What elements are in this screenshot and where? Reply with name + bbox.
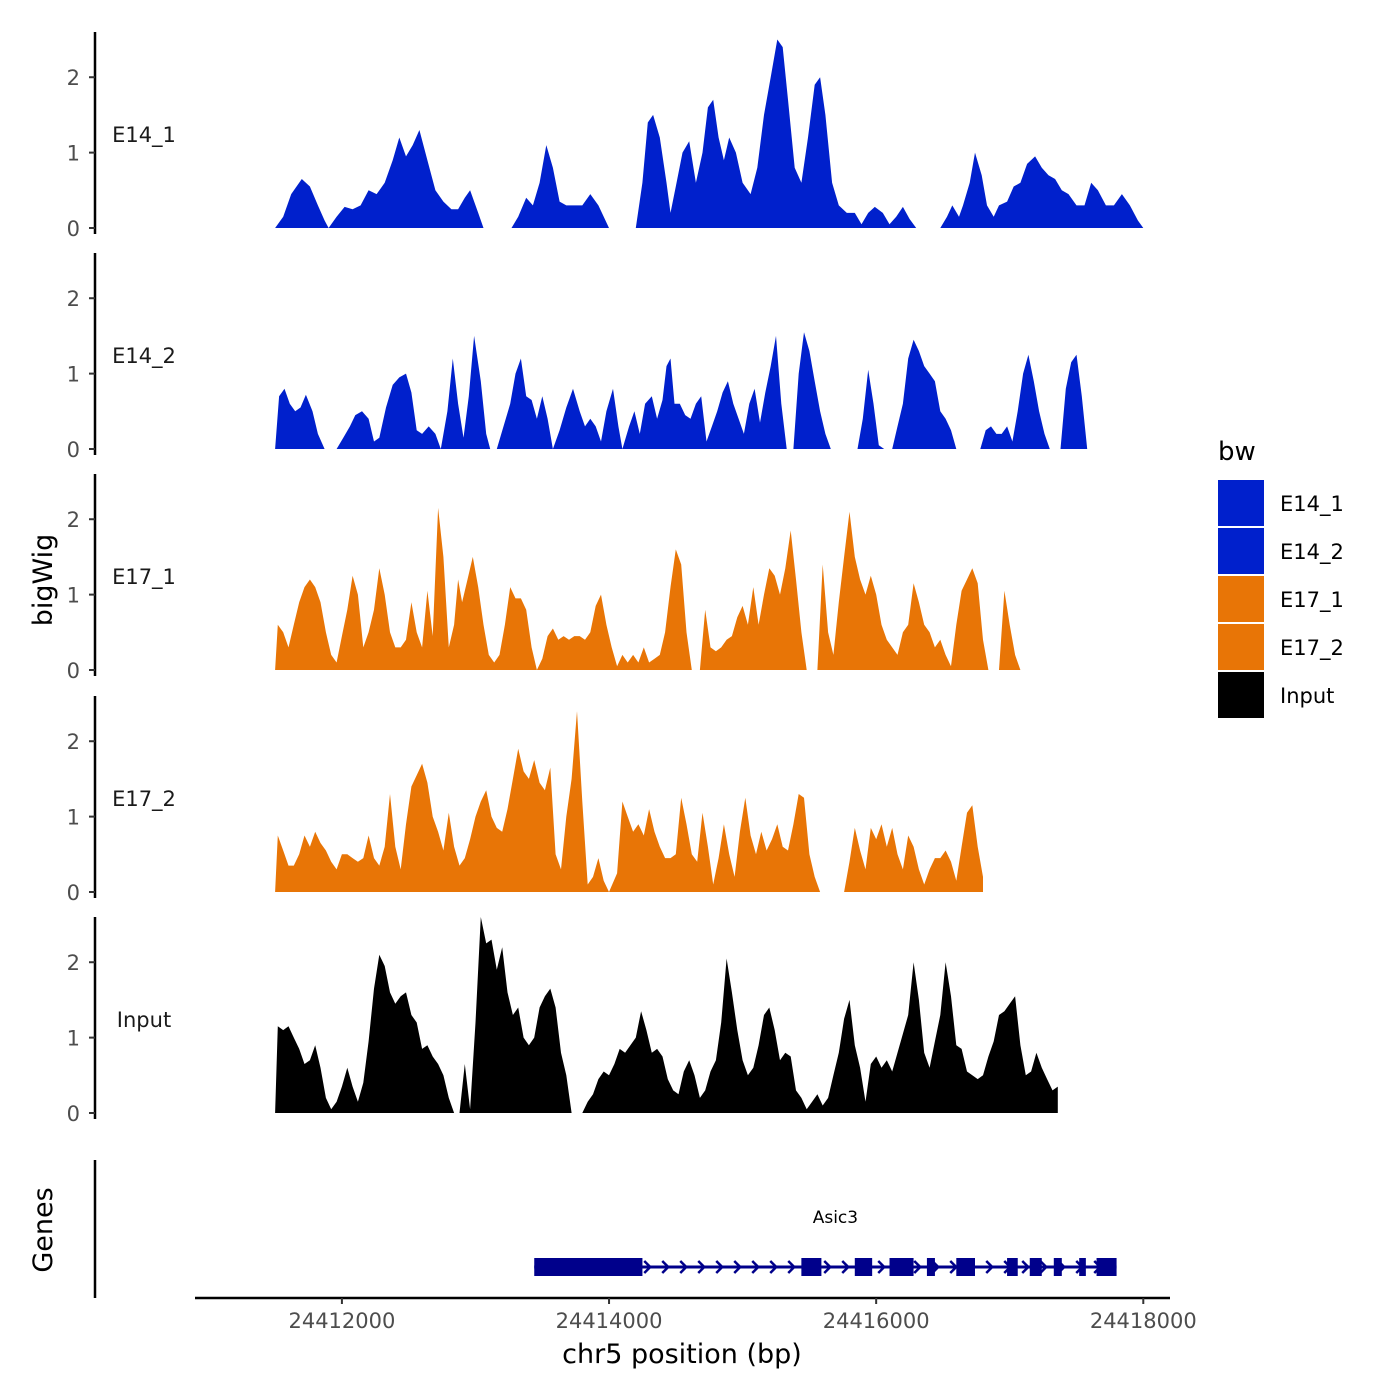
track-E14_2: 0 1 2 E14_2 [67,253,1088,462]
legend-label: Input [1280,684,1334,708]
legend-swatch [1218,576,1264,622]
exon [854,1258,873,1276]
x-axis: 24412000 24414000 24416000 24418000 [195,1296,1197,1333]
strand-arrow [841,1260,851,1274]
strand-arrow [877,1260,887,1274]
strand-arrow [949,1260,959,1274]
strand-arrow [823,1260,833,1274]
track-label: Input [117,1008,171,1032]
legend-label: E14_2 [1280,540,1344,565]
legend: E14_1 E14_2 E17_1 E17_2 Input [1218,480,1344,718]
exon [1096,1258,1117,1276]
strand-arrow [661,1260,671,1274]
strand-arrow [751,1260,761,1274]
track-E17_1: 0 1 2 E17_1 [67,474,1021,683]
strand-arrow [1021,1260,1031,1274]
exon [534,1258,643,1276]
y-tick-label: 1 [67,363,80,387]
strand-arrow [697,1260,707,1274]
legend-item-E14_2: E14_2 [1218,528,1344,574]
coverage-area-E17_1 [275,507,1021,670]
x-tick-label: 24416000 [823,1309,930,1333]
track-label: E14_2 [112,344,176,369]
legend-title: bw [1218,437,1256,467]
x-tick-label: 24412000 [288,1309,395,1333]
y-tick-label: 1 [67,584,80,608]
legend-swatch [1218,480,1264,526]
exon [1007,1258,1018,1276]
exon [926,1258,935,1276]
x-tick-label: 24414000 [556,1309,663,1333]
y-tick-label: 0 [67,1102,80,1126]
legend-item-E14_1: E14_1 [1218,480,1344,526]
strand-arrow [733,1260,743,1274]
y-tick-label: 2 [67,730,80,754]
y-tick-label: 0 [67,217,80,241]
coverage-area-E14_1 [275,39,1144,228]
track-label: E17_1 [112,565,176,590]
y-tick-label: 2 [67,66,80,90]
strand-arrow [715,1260,725,1274]
tracks-layer: 0 1 2 E14_1 0 1 2 E14_2 0 1 2 E17_1 0 1 2 E17_2 0 1 2 Input [67,32,1144,1126]
exon [1029,1258,1042,1276]
strand-arrow [913,1260,923,1274]
coverage-area-E17_2 [275,711,984,892]
gene-label: Asic3 [813,1208,858,1228]
strand-arrow [769,1260,779,1274]
legend-swatch [1218,624,1264,670]
legend-item-E17_2: E17_2 [1218,624,1344,670]
legend-item-Input: Input [1218,672,1334,718]
coverage-area-Input [275,917,1058,1113]
y-tick-label: 0 [67,881,80,905]
track-Input: 0 1 2 Input [67,917,1058,1126]
genes-axis-title: Genes [28,1187,59,1272]
track-label: E17_2 [112,787,176,812]
x-axis-title: chr5 position (bp) [562,1339,802,1370]
y-tick-label: 1 [67,806,80,830]
exon [1053,1258,1062,1276]
strand-arrow [679,1260,689,1274]
strand-arrow [787,1260,797,1274]
legend-swatch [1218,528,1264,574]
y-tick-label: 2 [67,951,80,975]
legend-label: E17_2 [1280,636,1344,661]
strand-arrow [643,1260,653,1274]
y-axis-title: bigWig [28,534,59,627]
gene-Asic3: Asic3 [534,1208,1117,1276]
y-tick-label: 0 [67,438,80,462]
legend-swatch [1218,672,1264,718]
exon [1079,1258,1086,1276]
exon [889,1258,914,1276]
track-E14_1: 0 1 2 E14_1 [67,32,1144,241]
legend-label: E17_1 [1280,588,1344,613]
exon [801,1258,822,1276]
genes-layer: Asic3 [93,1160,1117,1298]
legend-item-E17_1: E17_1 [1218,576,1344,622]
legend-label: E14_1 [1280,492,1344,517]
y-tick-label: 2 [67,287,80,311]
coverage-area-E14_2 [275,332,1088,449]
y-tick-label: 1 [67,142,80,166]
y-tick-label: 0 [67,659,80,683]
strand-arrow [1039,1260,1049,1274]
exon [956,1258,975,1276]
track-E17_2: 0 1 2 E17_2 [67,696,984,905]
y-tick-label: 1 [67,1027,80,1051]
strand-arrow [985,1260,995,1274]
track-label: E14_1 [112,123,176,148]
y-tick-label: 2 [67,508,80,532]
x-tick-label: 24418000 [1090,1309,1197,1333]
